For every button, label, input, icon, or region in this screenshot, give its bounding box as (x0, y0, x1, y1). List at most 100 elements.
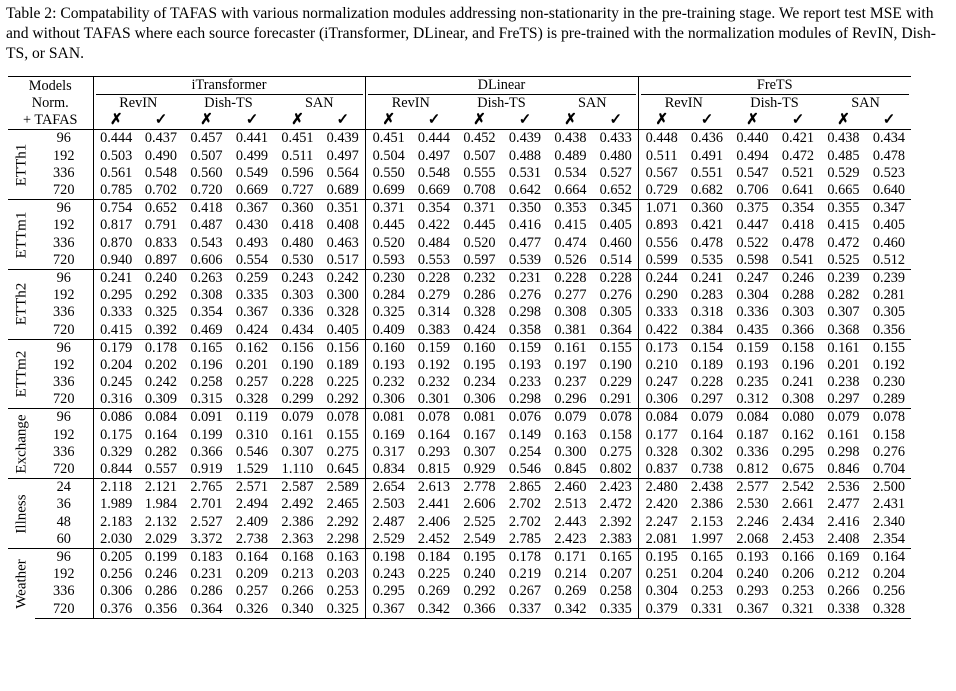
without-tafas-mark: ✗ (473, 112, 486, 129)
mse-cell: 2.661 (781, 496, 815, 513)
mse-cell: 0.241 (93, 268, 139, 288)
mse-cell: 0.511 (645, 147, 678, 164)
mse-cell: 0.263 (183, 268, 230, 288)
mse-cell: 2.452 (417, 530, 451, 547)
mse-cell: 2.460 (547, 478, 594, 497)
mse-cell: 0.213 (281, 566, 314, 583)
mse-cell: 0.189 (690, 356, 724, 373)
mse-cell: 0.845 (554, 461, 587, 478)
mse-cell: 0.367 (230, 199, 274, 218)
mse-cell: 0.336 (736, 443, 769, 460)
mse-cell: 2.420 (645, 496, 678, 513)
mse-cell: 0.488 (508, 147, 542, 164)
mse-cell: 0.258 (190, 374, 223, 391)
mse-cell: 2.549 (463, 530, 496, 547)
mse-cell: 0.720 (190, 182, 223, 199)
mse-cell: 0.436 (690, 130, 724, 147)
with-tafas-mark: ✓ (609, 112, 623, 129)
mse-cell: 0.275 (321, 443, 366, 461)
mse-cell: 0.190 (594, 356, 639, 374)
mse-cell: 0.844 (100, 461, 133, 478)
mse-cell: 2.785 (508, 530, 542, 547)
horizon-cell: 96 (35, 547, 94, 567)
mse-cell: 0.415 (100, 321, 133, 338)
mse-cell: 0.175 (100, 426, 133, 443)
mse-cell: 0.328 (235, 391, 269, 408)
mse-cell: 0.201 (827, 356, 860, 373)
mse-cell: 2.443 (554, 513, 587, 530)
mse-cell: 0.520 (463, 234, 496, 251)
horizon-cell: 60 (35, 530, 94, 549)
mse-cell: 0.499 (235, 147, 269, 164)
mse-cell: 0.162 (781, 426, 815, 443)
mse-cell: 0.204 (100, 356, 133, 373)
mse-cell: 0.159 (503, 338, 547, 357)
mse-cell: 2.423 (594, 478, 639, 497)
without-tafas-mark: ✗ (291, 112, 304, 129)
mse-cell: 0.239 (867, 268, 911, 288)
tafas-label: + TAFAS (8, 112, 94, 131)
norm-header: Dish-TS (477, 95, 526, 112)
table-row: Weather 96 0.205 0.199 0.183 0.164 0.168 0.163 0… (8, 547, 911, 619)
dataset-name: Weather (13, 558, 29, 609)
table-row: 336 0.329 0.282 0.366 0.546 0.307 0.275 0.317 0.… (8, 443, 911, 461)
mse-cell: 2.121 (139, 478, 183, 497)
dataset-name: Exchange (13, 414, 29, 474)
mse-cell: 2.406 (417, 513, 451, 530)
mse-cell: 0.277 (554, 287, 587, 304)
mse-cell: 0.480 (281, 234, 314, 251)
mse-cell: 0.244 (638, 268, 685, 288)
mse-cell: 0.325 (372, 304, 405, 321)
mse-cell: 0.547 (736, 164, 769, 181)
mse-cell: 0.512 (872, 251, 906, 268)
mse-cell: 0.314 (417, 304, 451, 321)
mark-cell: ✓ (776, 112, 820, 131)
mse-cell: 0.212 (827, 566, 860, 583)
mse-cell: 0.457 (190, 130, 223, 147)
mse-cell: 0.298 (827, 443, 860, 460)
mse-cell: 0.290 (645, 287, 678, 304)
mse-cell: 0.652 (594, 181, 639, 200)
mse-cell: 0.517 (321, 251, 366, 270)
mse-cell: 0.347 (867, 199, 911, 218)
mse-cell: 2.587 (274, 478, 321, 497)
mse-cell: 0.078 (321, 408, 366, 427)
mse-cell: 0.893 (645, 217, 678, 234)
mse-cell: 0.166 (776, 547, 820, 567)
mark-cell: ✗ (820, 112, 867, 131)
mse-cell: 2.492 (281, 496, 314, 513)
mse-cell: 0.297 (827, 391, 860, 408)
horizon-cell: 48 (35, 513, 94, 531)
mse-cell: 0.234 (463, 374, 496, 391)
mse-cell: 0.079 (547, 408, 594, 427)
mse-cell: 0.160 (365, 338, 412, 357)
mse-cell: 0.228 (281, 374, 314, 391)
mse-cell: 0.164 (230, 547, 274, 567)
table-row: 192 0.295 0.292 0.308 0.335 0.303 0.300 0.284 0.… (8, 287, 911, 305)
mse-cell: 2.606 (463, 496, 496, 513)
mse-cell: 0.292 (463, 583, 496, 600)
mse-cell: 0.367 (729, 600, 776, 619)
mse-cell: 2.571 (230, 478, 274, 497)
table-row: 192 0.175 0.164 0.199 0.310 0.161 0.155 0.169 0.… (8, 426, 911, 444)
mse-cell: 0.308 (781, 391, 815, 408)
mse-cell: 0.233 (508, 374, 542, 391)
mse-cell: 0.325 (321, 600, 366, 619)
mse-cell: 2.392 (594, 513, 639, 531)
with-tafas-mark: ✓ (336, 112, 350, 129)
without-tafas-mark: ✗ (655, 112, 669, 129)
mse-cell: 0.161 (281, 426, 314, 443)
mark-cell: ✗ (274, 112, 321, 131)
mse-cell: 0.254 (508, 443, 542, 460)
mse-cell: 0.336 (281, 304, 314, 321)
mse-cell: 0.295 (781, 443, 815, 460)
mse-cell: 0.084 (139, 408, 183, 427)
norm-header: RevIN (119, 95, 158, 112)
mse-cell: 2.132 (144, 513, 178, 530)
mse-cell: 2.153 (690, 513, 724, 530)
model-header-dlinear: DLinear (365, 76, 639, 95)
mse-cell: 0.165 (183, 338, 230, 357)
mse-cell: 0.160 (456, 338, 503, 357)
model-header-itransformer: iTransformer (93, 76, 366, 95)
mse-cell: 0.161 (547, 338, 594, 357)
